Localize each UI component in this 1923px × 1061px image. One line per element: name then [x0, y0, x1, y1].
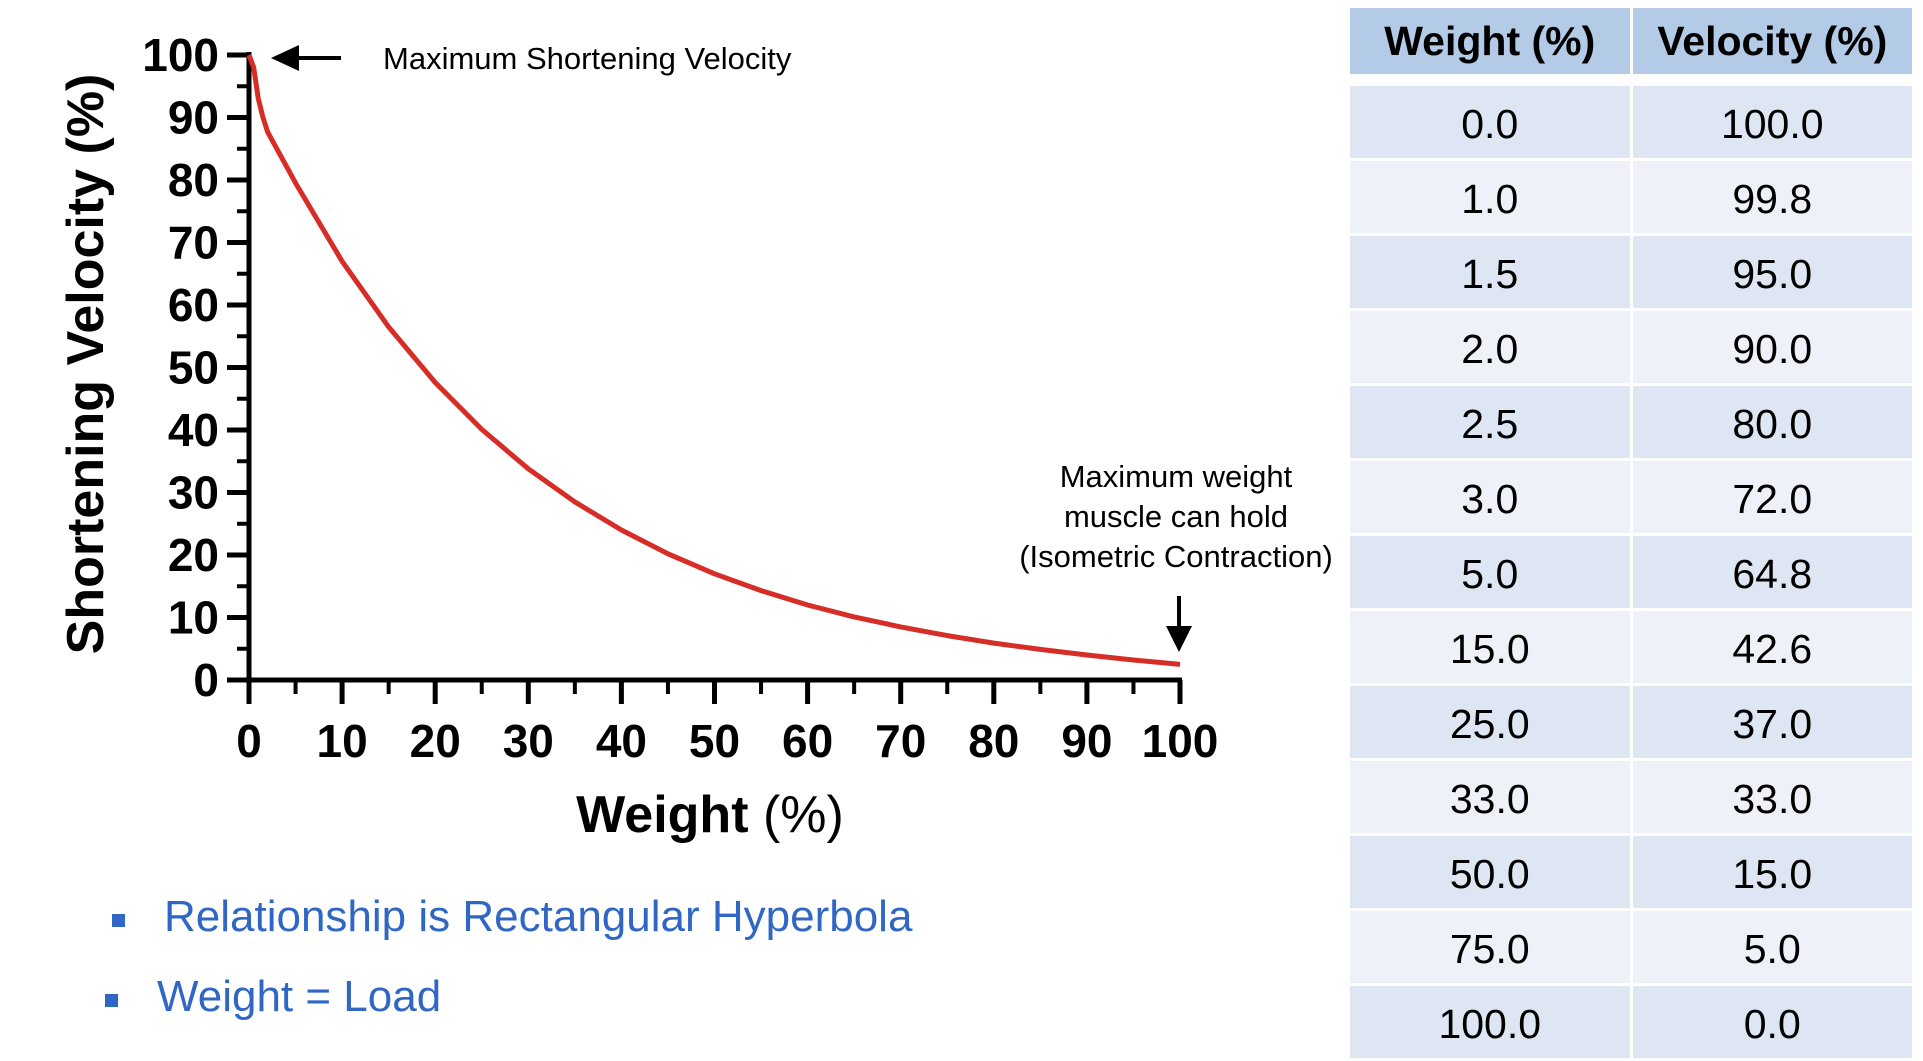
y-tick-label: 80	[168, 154, 219, 206]
velocity-cell: 37.0	[1629, 683, 1915, 761]
x-tick-label: 90	[1061, 715, 1112, 767]
weight-cell: 33.0	[1347, 758, 1633, 836]
y-tick-label: 70	[168, 217, 219, 269]
table-row: 2.0 90.0	[1347, 308, 1915, 386]
x-tick-label: 20	[410, 715, 461, 767]
bullet-square-icon	[112, 914, 125, 927]
table-body: 0.0 100.0 1.0 99.8 1.5 95.0 2.0 90.0 2.5 80.0 3.0 7…	[1347, 83, 1915, 1061]
weight-cell: 1.5	[1347, 233, 1633, 311]
note-text: Weight = Load	[157, 972, 442, 1021]
table-spacer-row	[1348, 75, 1914, 85]
bullet-square-icon	[105, 994, 118, 1007]
x-tick-label: 100	[1142, 715, 1219, 767]
x-tick-label: 0	[236, 715, 262, 767]
table-row: 15.0 42.6	[1347, 608, 1915, 686]
y-axis-title: Shortening Velocity (%)	[57, 74, 115, 655]
weight-cell: 100.0	[1347, 983, 1633, 1061]
weight-velocity-table: Weight (%) Velocity (%) 0.0 100.0 1.0 99.8 1…	[1347, 5, 1915, 1061]
x-tick-label: 80	[968, 715, 1019, 767]
weight-cell: 2.5	[1347, 383, 1633, 461]
annotation-text: Maximum weight	[1060, 459, 1293, 494]
weight-cell: 3.0	[1347, 458, 1633, 536]
table-row: 50.0 15.0	[1347, 833, 1915, 911]
weight-cell: 0.0	[1347, 83, 1633, 161]
y-tick-label: 100	[142, 29, 219, 81]
arrowhead-down-icon	[1166, 626, 1192, 652]
force-velocity-chart: 0 10 20 30 40 50 60 70 80 90 100 0 10 20 30 40 50 60 70 80…	[57, 29, 1333, 844]
y-tick-label: 30	[168, 467, 219, 519]
x-tick-label: 30	[503, 715, 554, 767]
weight-cell: 5.0	[1347, 533, 1633, 611]
table-row: 75.0 5.0	[1347, 908, 1915, 986]
arrowhead-left-icon	[271, 45, 299, 71]
weight-cell: 2.0	[1347, 308, 1633, 386]
weight-cell: 1.0	[1347, 158, 1633, 236]
velocity-cell: 64.8	[1629, 533, 1915, 611]
velocity-cell: 0.0	[1629, 983, 1915, 1061]
y-tick-label: 10	[168, 592, 219, 644]
column-header-velocity: Velocity (%)	[1629, 5, 1915, 77]
curve-line	[246, 54, 1181, 667]
annotation-text: muscle can hold	[1064, 499, 1288, 534]
annotation-text: Maximum Shortening Velocity	[383, 41, 792, 76]
table-row: 100.0 0.0	[1347, 983, 1915, 1061]
velocity-cell: 5.0	[1629, 908, 1915, 986]
x-tick-label: 60	[782, 715, 833, 767]
velocity-cell: 95.0	[1629, 233, 1915, 311]
table-spacer-cell	[1348, 75, 1914, 85]
table-row: 1.5 95.0	[1347, 233, 1915, 311]
y-tick-label: 0	[193, 654, 219, 706]
table-row: 25.0 37.0	[1347, 683, 1915, 761]
column-header-weight: Weight (%)	[1347, 5, 1633, 77]
velocity-cell: 42.6	[1629, 608, 1915, 686]
table-header-row: Weight (%) Velocity (%)	[1347, 5, 1915, 77]
table-row: 33.0 33.0	[1347, 758, 1915, 836]
y-tick-label: 90	[168, 92, 219, 144]
table-row: 5.0 64.8	[1347, 533, 1915, 611]
y-tick-label: 20	[168, 529, 219, 581]
annotation-text: (Isometric Contraction)	[1019, 539, 1333, 574]
x-tick-label: 70	[875, 715, 926, 767]
note-text: Relationship is Rectangular Hyperbola	[164, 892, 913, 941]
table-row: 1.0 99.8	[1347, 158, 1915, 236]
y-tick-label: 60	[168, 279, 219, 331]
table-row: 0.0 100.0	[1347, 83, 1915, 161]
y-tick-label: 40	[168, 404, 219, 456]
velocity-cell: 100.0	[1629, 83, 1915, 161]
x-tick-label: 10	[317, 715, 368, 767]
x-tick-label: 40	[596, 715, 647, 767]
velocity-cell: 72.0	[1629, 458, 1915, 536]
table-row: 3.0 72.0	[1347, 458, 1915, 536]
velocity-cell: 99.8	[1629, 158, 1915, 236]
table-row: 2.5 80.0	[1347, 383, 1915, 461]
weight-cell: 15.0	[1347, 608, 1633, 686]
weight-cell: 75.0	[1347, 908, 1633, 986]
weight-cell: 25.0	[1347, 683, 1633, 761]
weight-cell: 50.0	[1347, 833, 1633, 911]
y-tick-label: 50	[168, 342, 219, 394]
x-axis-title: Weight (%)	[576, 786, 844, 844]
velocity-cell: 80.0	[1629, 383, 1915, 461]
velocity-cell: 15.0	[1629, 833, 1915, 911]
velocity-cell: 33.0	[1629, 758, 1915, 836]
velocity-cell: 90.0	[1629, 308, 1915, 386]
x-tick-label: 50	[689, 715, 740, 767]
